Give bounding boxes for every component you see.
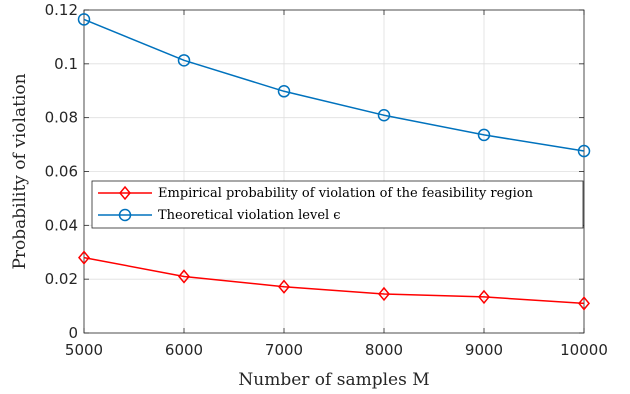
data-point-diamond (578, 296, 590, 311)
series-line-1 (83, 18, 585, 152)
y-tick-label: 0.1 (54, 55, 78, 73)
x-tick-label: 8000 (365, 341, 403, 359)
data-point-circle (377, 108, 391, 122)
legend-box (91, 180, 584, 229)
y-tick-label: 0.08 (45, 109, 78, 127)
data-point-diamond (278, 279, 290, 294)
x-tick-label: 6000 (165, 341, 203, 359)
legend-marker-diamond (119, 185, 131, 201)
y-tick-label: 0.06 (45, 163, 78, 181)
x-axis-title: Number of samples M (238, 370, 429, 390)
x-tick-label: 10000 (560, 341, 608, 359)
data-point-diamond (178, 269, 190, 284)
legend-label-empirical: Empirical probability of violation of th… (158, 186, 534, 201)
data-point-circle (77, 13, 91, 26)
x-tick-label: 9000 (465, 341, 503, 359)
data-point-diamond (378, 286, 390, 302)
x-tick-label: 7000 (265, 341, 303, 359)
x-tick-label: 5000 (65, 341, 103, 359)
series-layer (77, 13, 591, 311)
y-tick-label: 0.04 (45, 216, 78, 234)
legend-label-theoretical: Theoretical violation level ϵ (158, 208, 341, 223)
data-point-diamond (478, 289, 490, 305)
data-point-circle (477, 128, 491, 142)
data-point-circle (177, 54, 191, 67)
y-tick-label: 0.02 (45, 270, 78, 288)
data-point-diamond (78, 250, 90, 265)
y-tick-label: 0 (68, 324, 78, 342)
data-point-circle (577, 144, 591, 158)
legend: Empirical probability of violation of th… (91, 180, 584, 229)
y-axis-title: Probability of violation (10, 73, 30, 269)
data-point-circle (277, 85, 291, 98)
series-line-0 (83, 256, 585, 305)
axis-ticks: 5000 6000 7000 8000 9000 10000 0 0.02 0.04 0.06 0.… (45, 1, 608, 359)
y-tick-label: 0.12 (45, 1, 78, 19)
legend-marker-circle (118, 208, 132, 222)
